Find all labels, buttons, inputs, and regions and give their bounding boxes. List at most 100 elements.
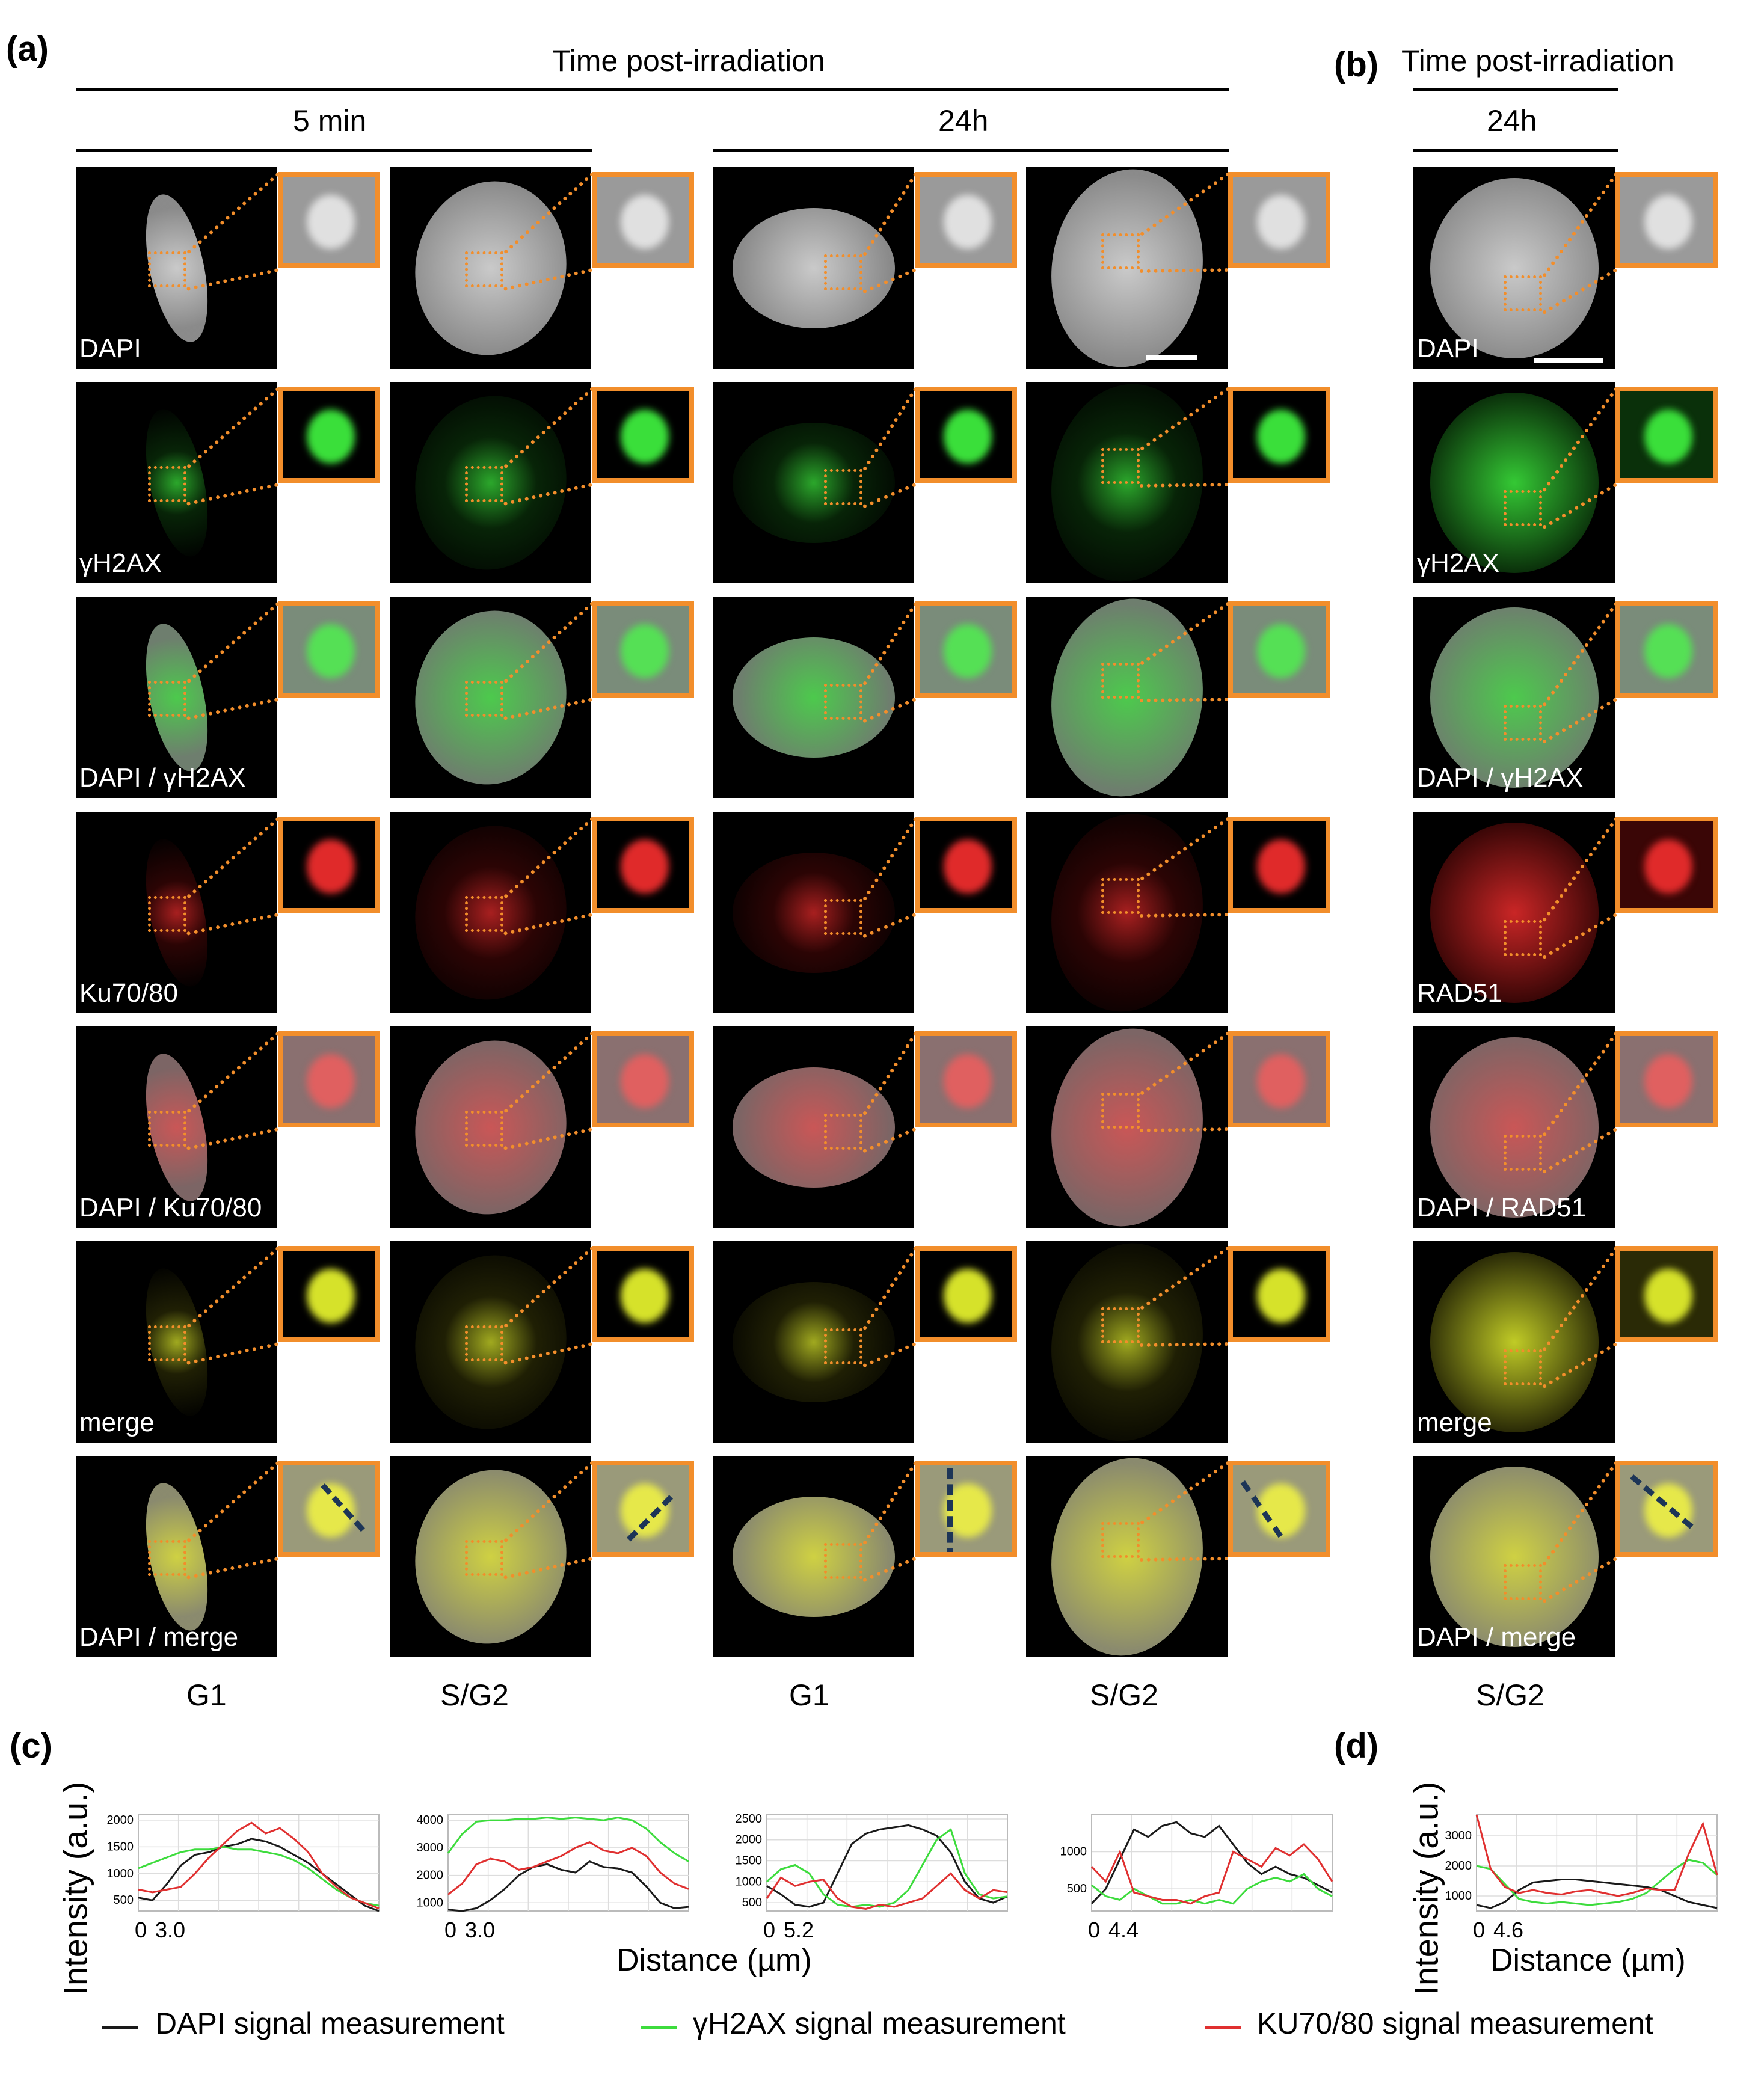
roi-box <box>148 466 186 502</box>
x-tick-label: 0 <box>135 1918 147 1942</box>
zoom-signal <box>1644 624 1692 678</box>
zoom-signal <box>621 1269 669 1323</box>
x-tick-label: 0 <box>1088 1918 1100 1942</box>
roi-box <box>1101 1522 1140 1558</box>
x-axis-label-c: Distance (µm) <box>616 1943 812 1978</box>
roi-box <box>148 896 186 932</box>
series-line <box>138 1845 380 1907</box>
zoom-signal <box>621 410 669 464</box>
row-label: RAD51 <box>1417 978 1502 1008</box>
micrograph-tile: DAPI / Ku70/80 <box>76 1026 277 1228</box>
zoom-inset <box>1228 172 1330 268</box>
micrograph-tile: merge <box>1413 1241 1615 1443</box>
row-label: DAPI / merge <box>1417 1622 1576 1652</box>
zoom-inset <box>1615 1031 1718 1127</box>
time-24h-rule-b <box>1413 149 1618 152</box>
time-5min-header: 5 min <box>293 104 367 138</box>
zoom-inset <box>278 601 380 698</box>
legend-swatch-ku70 <box>1205 2026 1241 2029</box>
y-tick-label: 1000 <box>107 1867 134 1880</box>
zoom-inset <box>278 1461 380 1557</box>
roi-box <box>465 1111 503 1147</box>
zoom-signal <box>944 1054 992 1108</box>
x-tick-label: 4.6 <box>1493 1918 1523 1942</box>
cell-nucleus <box>1430 607 1599 788</box>
roi-box <box>465 1325 503 1361</box>
zoom-inset <box>1228 601 1330 698</box>
roi-box <box>824 254 862 290</box>
zoom-inset <box>1228 1461 1330 1557</box>
zoom-signal <box>621 1054 669 1108</box>
roi-box <box>1101 1093 1140 1129</box>
zoom-inset <box>278 817 380 913</box>
roi-box <box>1101 1307 1140 1343</box>
series-line <box>447 1817 689 1862</box>
y-tick-label: 1000 <box>417 1896 444 1909</box>
x-tick-label: 0 <box>1473 1918 1485 1942</box>
roi-box <box>824 1543 862 1579</box>
micrograph-tile <box>1026 167 1228 369</box>
roi-box <box>1504 490 1542 526</box>
zoom-inset <box>1228 1246 1330 1342</box>
micrograph-tile <box>390 812 591 1013</box>
micrograph-tile: DAPI <box>76 167 277 369</box>
zoom-signal <box>1644 1483 1692 1538</box>
roi-box <box>1504 1135 1542 1171</box>
roi-box <box>148 1325 186 1361</box>
cell-nucleus <box>732 1496 895 1617</box>
zoom-inset <box>592 172 694 268</box>
column-label-sg2-24h: S/G2 <box>1090 1678 1158 1712</box>
zoom-inset <box>1615 1461 1718 1557</box>
micrograph-tile <box>713 812 914 1013</box>
time-24h-rule-a <box>713 149 1229 152</box>
zoom-signal <box>1644 1269 1692 1323</box>
zoom-signal <box>1644 1054 1692 1108</box>
roi-box <box>148 251 186 287</box>
roi-box <box>1504 1349 1542 1385</box>
zoom-inset <box>1228 817 1330 913</box>
y-tick-label: 500 <box>742 1896 762 1909</box>
zoom-signal <box>944 1483 992 1538</box>
micrograph-tile <box>390 597 591 798</box>
x-axis-label-d: Distance (µm) <box>1490 1943 1686 1978</box>
series-line <box>447 1860 689 1912</box>
zoom-signal <box>1257 1054 1305 1108</box>
series-line <box>1090 1843 1333 1905</box>
micrograph-tile <box>390 167 591 369</box>
cell-nucleus <box>732 207 895 328</box>
series-line <box>1476 1859 1718 1906</box>
panel-label-c: (c) <box>10 1726 52 1765</box>
zoom-inset <box>278 387 380 483</box>
zoom-signal <box>1257 1269 1305 1323</box>
roi-box <box>465 466 503 502</box>
zoom-signal <box>1257 839 1305 894</box>
series-line <box>138 1821 380 1910</box>
zoom-inset <box>278 172 380 268</box>
zoom-inset <box>278 1031 380 1127</box>
zoom-signal <box>1644 839 1692 894</box>
row-label: DAPI <box>79 334 141 363</box>
time-24h-header-a: 24h <box>938 104 989 138</box>
legend-swatch-gh2ax <box>641 2026 677 2029</box>
zoom-inset <box>1228 387 1330 483</box>
cell-nucleus <box>732 637 895 758</box>
micrograph-tile: DAPI / merge <box>1413 1456 1615 1657</box>
roi-box <box>824 1328 862 1364</box>
micrograph-tile: DAPI / merge <box>76 1456 277 1657</box>
zoom-signal <box>1257 1483 1305 1538</box>
micrograph-tile <box>713 1026 914 1228</box>
zoom-inset <box>592 1461 694 1557</box>
y-tick-label: 1000 <box>736 1875 763 1888</box>
zoom-signal <box>621 839 669 894</box>
zoom-signal <box>621 624 669 678</box>
zoom-signal <box>944 1269 992 1323</box>
column-label-sg2-5min: S/G2 <box>440 1678 509 1712</box>
cell-nucleus <box>1430 392 1599 573</box>
row-label: γH2AX <box>79 548 162 578</box>
zoom-signal <box>307 1054 355 1108</box>
x-tick-label: 0 <box>444 1918 456 1942</box>
zoom-signal <box>1644 410 1692 464</box>
zoom-inset <box>592 1031 694 1127</box>
roi-box <box>465 681 503 717</box>
y-tick-label: 2000 <box>1445 1859 1472 1873</box>
